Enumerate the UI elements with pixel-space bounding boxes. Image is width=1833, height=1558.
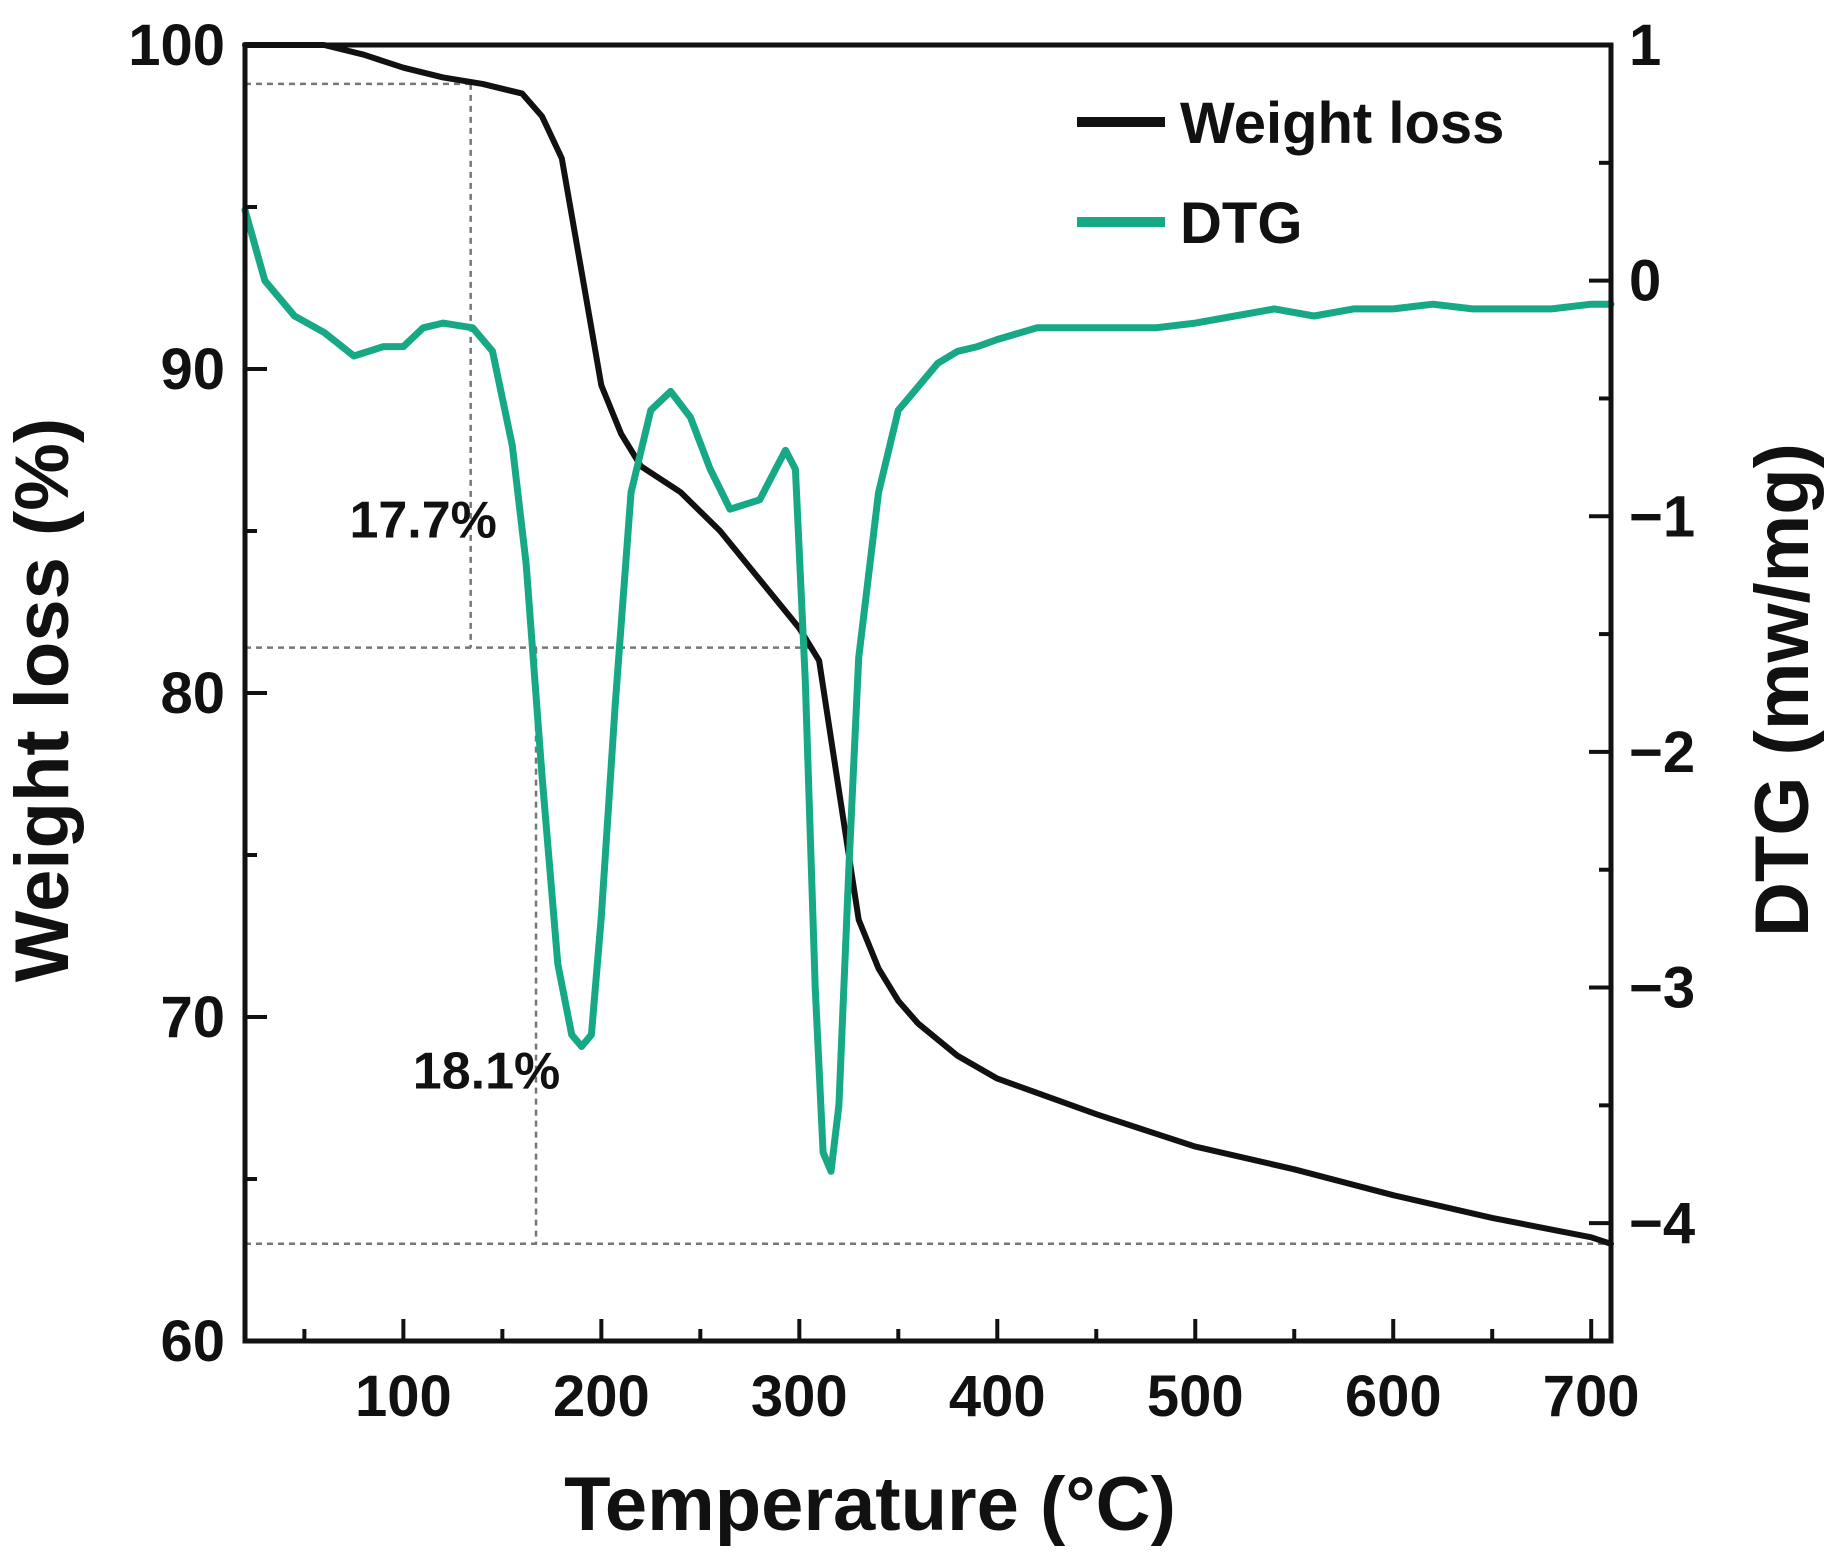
y-right-tick-label: −3 [1629,956,1695,1021]
x-tick-label: 500 [1147,1364,1244,1429]
x-tick-label: 200 [553,1364,650,1429]
annotations: 17.7% 18.1% [349,491,560,1100]
y-left-axis-title: Weight loss (%) [0,418,85,982]
legend: Weight loss DTG [1077,91,1504,256]
y-right-axis-title: DTG (mw/mg) [1740,443,1825,937]
y-left-tick-label: 60 [160,1309,225,1374]
annotation-label: 18.1% [413,1042,560,1100]
y-right-tick-label: −1 [1629,484,1695,549]
dtg-line [241,206,1615,1175]
y-left-tick-label: 100 [128,13,225,78]
legend-weight-label: Weight loss [1180,91,1504,156]
x-tick-label: 100 [355,1364,452,1429]
y-right-tick-label: −2 [1629,720,1695,785]
x-tick-label: 300 [751,1364,848,1429]
y-right-tick-label: −4 [1629,1191,1695,1256]
weight-loss-line [242,42,1614,1247]
y-left-tick-label: 80 [160,661,225,726]
x-tick-label: 700 [1543,1364,1640,1429]
y-right-tick-label: 1 [1629,13,1661,78]
tick-labels: 100 200 300 400 500 600 700 60 70 80 90 100 1 0 −1 −2 −3… [128,13,1695,1429]
ticks [245,43,1611,1343]
x-tick-label: 400 [949,1364,1046,1429]
plot-frame [242,42,1614,1344]
annotation-label: 17.7% [349,491,496,549]
series-layer [241,42,1615,1247]
y-left-tick-label: 90 [160,337,225,402]
y-left-tick-label: 70 [160,985,225,1050]
x-axis-title: Temperature (°C) [564,1462,1176,1547]
guide-lines [245,82,1611,1246]
legend-dtg-label: DTG [1180,191,1302,256]
x-tick-label: 600 [1345,1364,1442,1429]
y-right-tick-label: 0 [1629,249,1661,314]
